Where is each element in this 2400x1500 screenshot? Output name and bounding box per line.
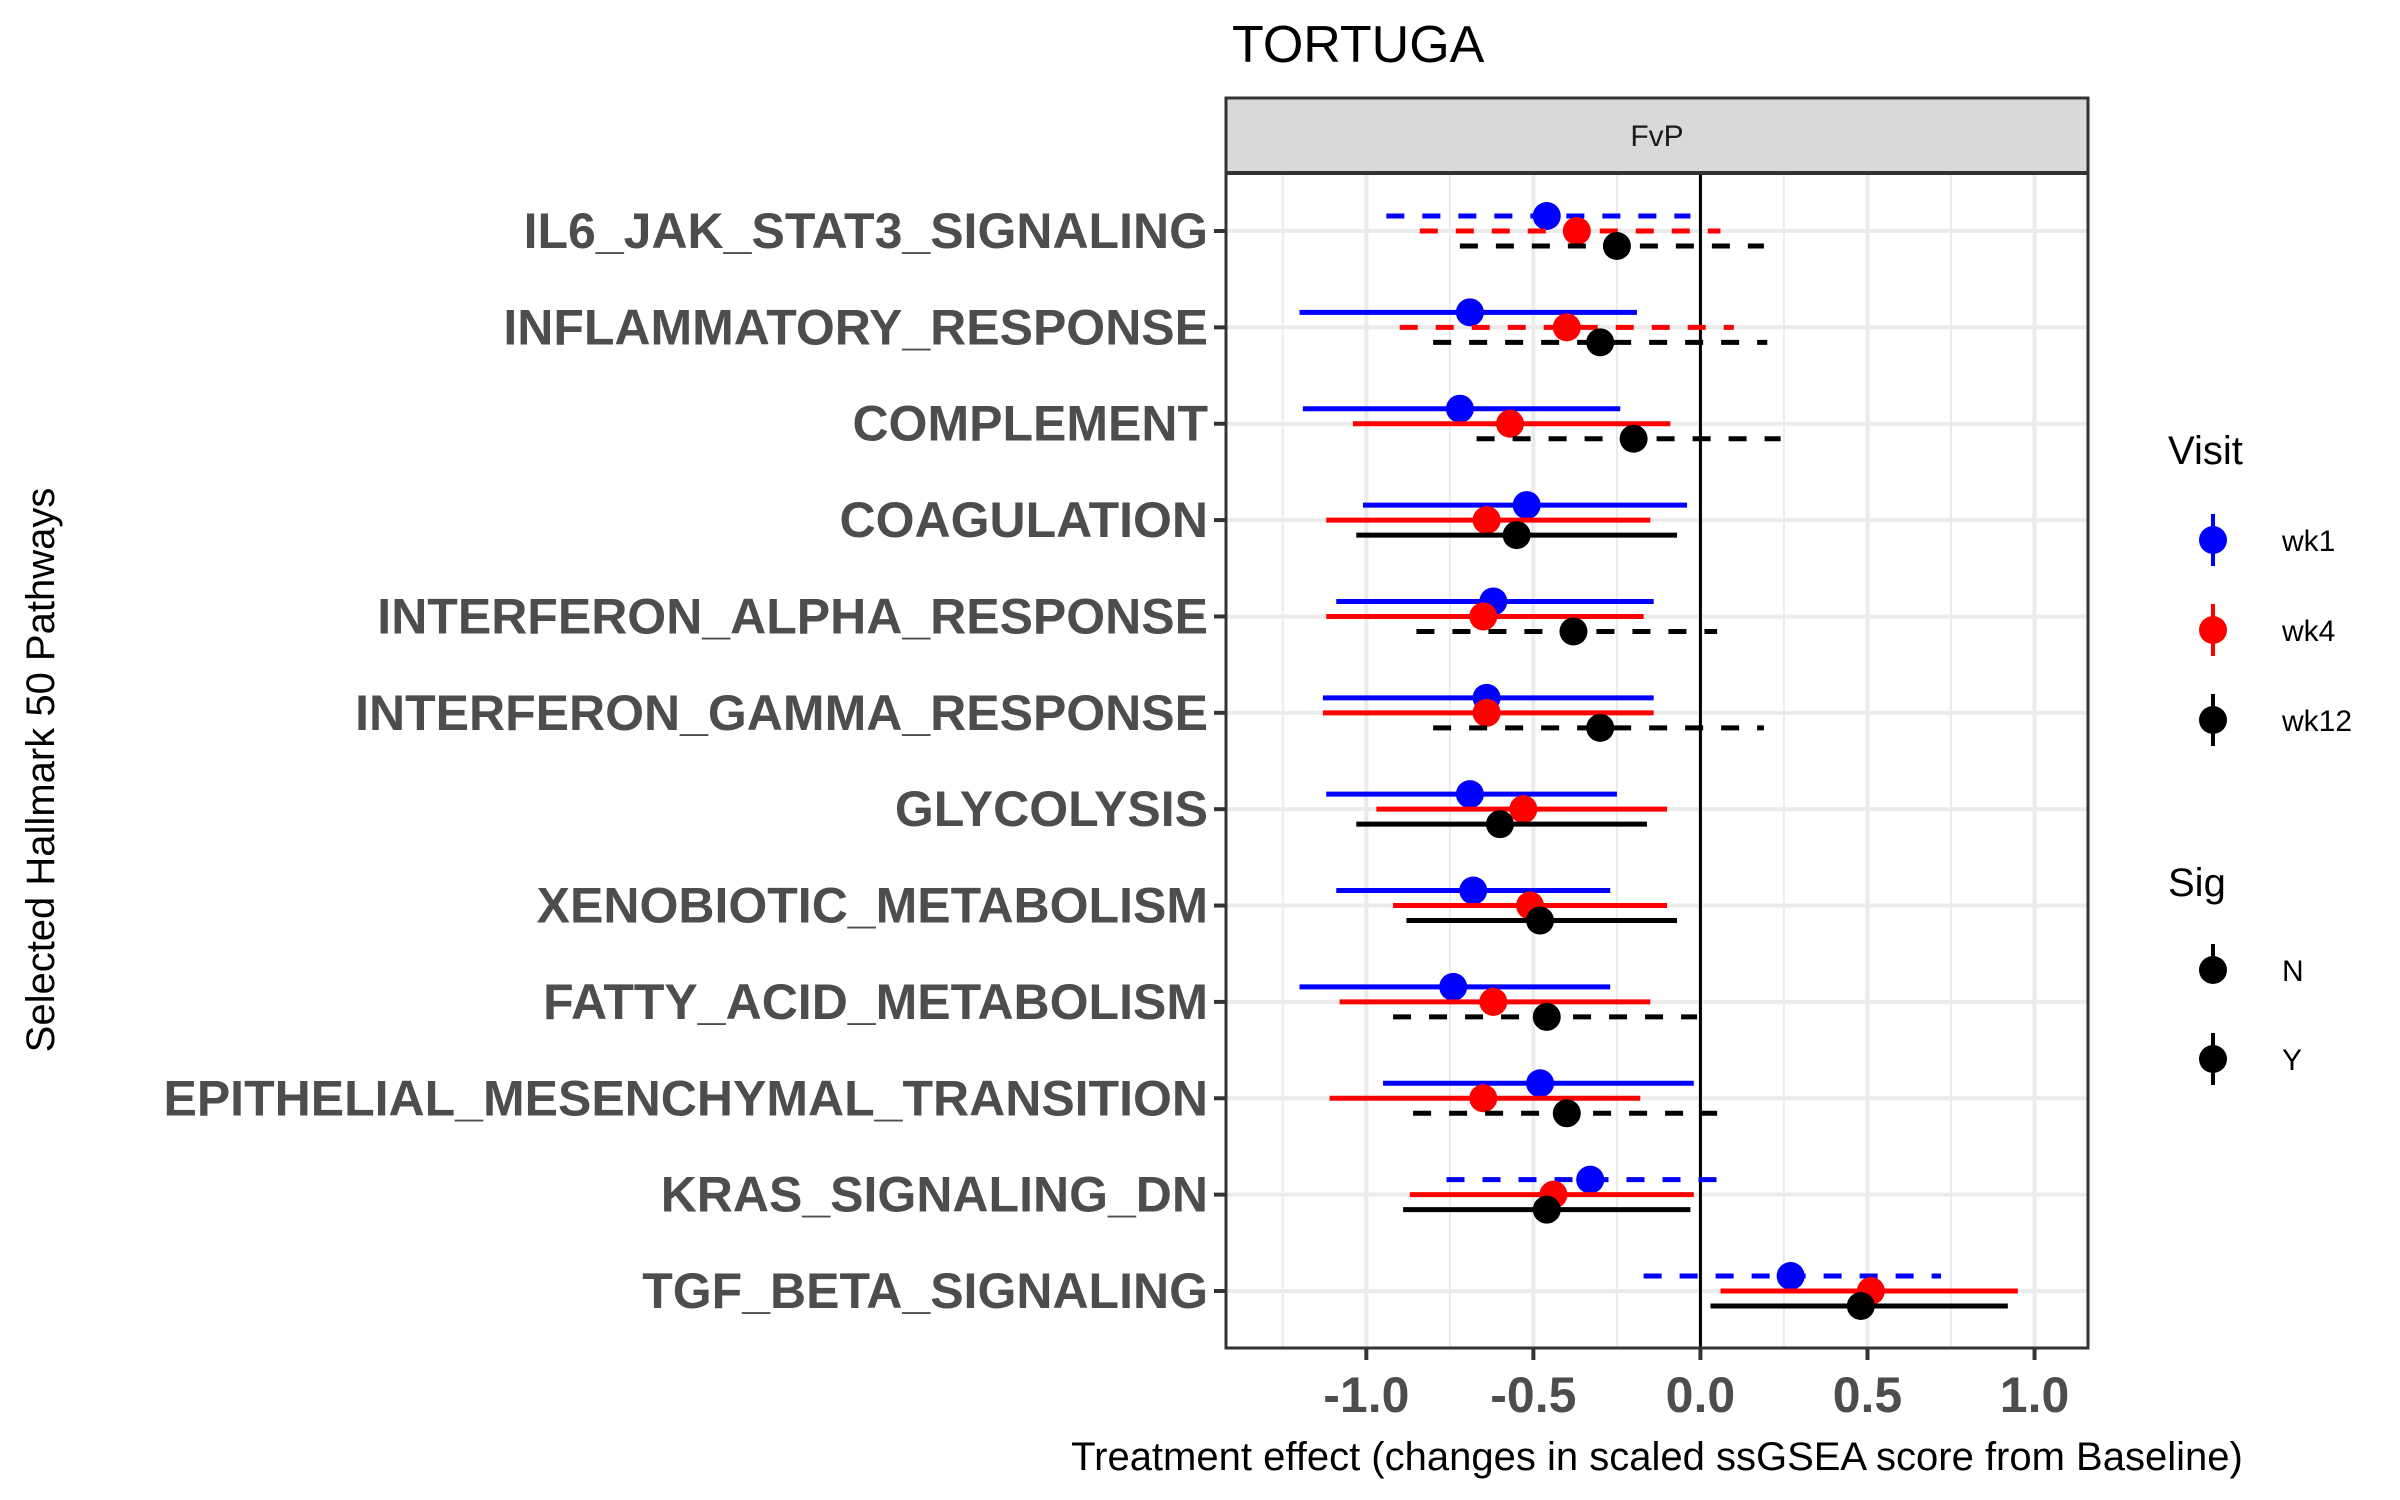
point-estimate-wk1: [1576, 1165, 1605, 1194]
y-tick-label: INTERFERON_ALPHA_RESPONSE: [377, 588, 1208, 644]
legend-key-point: [2199, 956, 2227, 984]
y-tick-label: INTERFERON_GAMMA_RESPONSE: [355, 685, 1208, 741]
legend-item-sig-Y: Y: [2199, 1033, 2302, 1085]
legend-label: wk1: [2281, 525, 2335, 558]
legend: Visit wk1 wk4 wk12 Sig N Y: [2168, 429, 2352, 1085]
point-estimate-wk12: [1485, 810, 1514, 839]
point-estimate-wk1: [1445, 394, 1474, 423]
chart-title: TORTUGA: [1232, 16, 1485, 74]
legend-label: N: [2282, 955, 2304, 988]
facet-strip: [1224, 96, 2090, 175]
y-tick-label: COAGULATION: [840, 492, 1208, 548]
pathway-row: [1386, 202, 1764, 260]
y-tick-label: XENOBIOTIC_METABOLISM: [537, 878, 1208, 934]
y-tick-label: TGF_BETA_SIGNALING: [642, 1263, 1208, 1319]
point-estimate-wk4: [1479, 987, 1508, 1016]
point-estimate-wk12: [1526, 906, 1555, 935]
pathway-row: [1322, 683, 1764, 742]
y-tick-label: EPITHELIAL_MESENCHYMAL_TRANSITION: [163, 1070, 1208, 1126]
point-estimate-wk4: [1472, 506, 1501, 535]
pathway-row: [1329, 1069, 1718, 1128]
point-estimate-wk1: [1455, 298, 1484, 327]
pathway-row: [1336, 876, 1678, 935]
point-estimate-wk12: [1552, 1099, 1581, 1128]
pathway-row: [1299, 972, 1698, 1031]
x-axis-title: Treatment effect (changes in scaled ssGS…: [1071, 1435, 2243, 1479]
legend-label: wk12: [2281, 705, 2352, 738]
plot-panel: [1226, 173, 2088, 1348]
point-estimate-wk12: [1532, 1002, 1561, 1031]
point-estimate-wk1: [1532, 202, 1561, 230]
point-estimate-wk4: [1469, 602, 1498, 631]
pathway-row: [1299, 298, 1768, 357]
point-estimate-wk12: [1586, 713, 1615, 742]
legend-title-sig: Sig: [2168, 861, 2226, 905]
pathway-row: [1302, 394, 1781, 453]
point-estimate-wk1: [1459, 876, 1488, 905]
point-estimate-wk1: [1455, 780, 1484, 809]
legend-item-wk12: wk12: [2199, 694, 2352, 746]
legend-key-point: [2199, 1045, 2227, 1073]
point-estimate-wk4: [1472, 698, 1501, 727]
y-tick-label: KRAS_SIGNALING_DN: [661, 1167, 1208, 1223]
point-estimate-wk1: [1776, 1262, 1805, 1290]
legend-label: wk4: [2281, 615, 2335, 648]
point-estimate-wk1: [1512, 491, 1541, 520]
point-estimate-wk1: [1526, 1069, 1555, 1098]
data-marks: [1299, 173, 2018, 1348]
pathway-row: [1403, 1165, 1734, 1224]
legend-item-wk4: wk4: [2199, 604, 2335, 656]
x-axis: -1.0 -0.5 0.0 0.5 1.0: [1323, 1348, 2069, 1423]
point-estimate-wk12: [1846, 1292, 1875, 1320]
y-tick-label: GLYCOLYSIS: [895, 781, 1208, 837]
x-tick-label: 0.5: [1833, 1367, 1903, 1423]
pathway-row: [1326, 587, 1718, 646]
pathway-row: [1643, 1262, 2018, 1320]
pathway-row: [1326, 780, 1668, 839]
legend-key-point: [2199, 526, 2227, 554]
point-estimate-wk12: [1559, 617, 1588, 646]
y-tick-label: COMPLEMENT: [852, 396, 1208, 452]
pathway-row: [1326, 491, 1688, 550]
point-estimate-wk1: [1439, 972, 1468, 1001]
y-tick-label: IL6_JAK_STAT3_SIGNALING: [524, 203, 1208, 259]
x-tick-label: 0.0: [1666, 1367, 1736, 1423]
point-estimate-wk4: [1469, 1084, 1498, 1113]
point-estimate-wk12: [1619, 424, 1648, 453]
x-tick-label: -0.5: [1490, 1367, 1576, 1423]
legend-item-sig-N: N: [2199, 944, 2304, 996]
facet-label: FvP: [1630, 120, 1683, 153]
x-tick-label: -1.0: [1323, 1367, 1409, 1423]
point-estimate-wk12: [1532, 1195, 1561, 1224]
point-estimate-wk4: [1562, 217, 1591, 245]
y-tick-label: FATTY_ACID_METABOLISM: [543, 974, 1208, 1030]
legend-label: Y: [2282, 1044, 2302, 1077]
legend-title-visit: Visit: [2168, 429, 2243, 473]
point-estimate-wk12: [1502, 521, 1531, 550]
x-tick-label: 1.0: [2000, 1367, 2070, 1423]
legend-key-point: [2199, 616, 2227, 644]
y-axis-title: Selected Hallmark 50 Pathways: [19, 488, 63, 1053]
y-axis: IL6_JAK_STAT3_SIGNALING INFLAMMATORY_RESP…: [163, 203, 1226, 1319]
point-estimate-wk4: [1495, 409, 1524, 438]
y-tick-label: INFLAMMATORY_RESPONSE: [503, 299, 1208, 355]
point-estimate-wk4: [1552, 313, 1581, 342]
point-estimate-wk12: [1602, 232, 1631, 260]
point-estimate-wk4: [1509, 795, 1538, 824]
legend-key-point: [2199, 706, 2227, 734]
legend-item-wk1: wk1: [2199, 514, 2335, 566]
point-estimate-wk12: [1586, 328, 1615, 357]
